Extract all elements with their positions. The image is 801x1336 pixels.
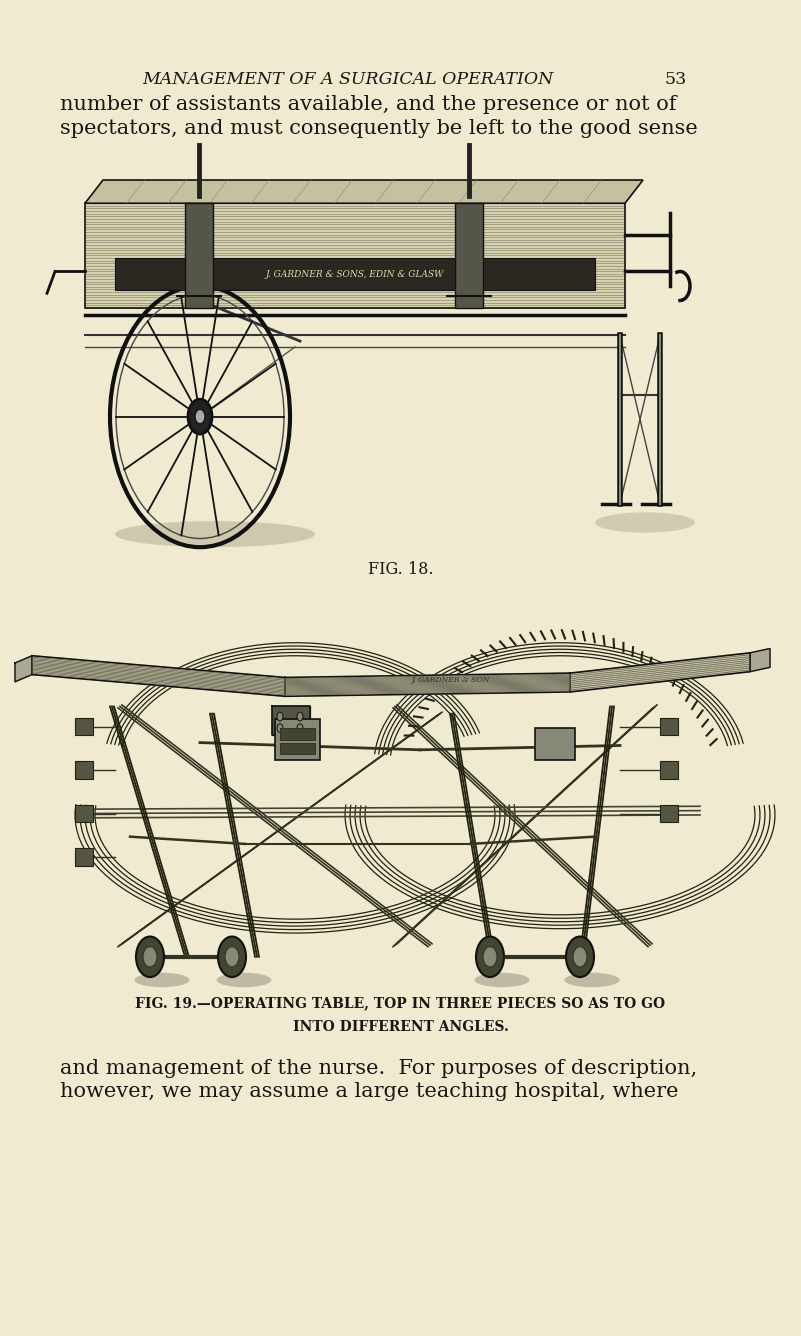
Bar <box>660 717 678 735</box>
Text: FIG. 19.—OPERATING TABLE, TOP IN THREE PIECES SO AS TO GO: FIG. 19.—OPERATING TABLE, TOP IN THREE P… <box>135 997 666 1010</box>
Bar <box>455 203 483 307</box>
Circle shape <box>195 409 205 424</box>
Bar <box>75 762 93 779</box>
Circle shape <box>188 399 212 434</box>
Ellipse shape <box>565 973 619 987</box>
Bar <box>280 743 315 754</box>
Circle shape <box>218 937 246 977</box>
Polygon shape <box>570 653 750 692</box>
Bar <box>535 728 575 760</box>
Circle shape <box>566 937 594 977</box>
Text: MANAGEMENT OF A SURGICAL OPERATION: MANAGEMENT OF A SURGICAL OPERATION <box>143 71 554 88</box>
Text: J. GARDNER & SONS, EDIN & GLASW: J. GARDNER & SONS, EDIN & GLASW <box>266 270 445 279</box>
Text: and management of the nurse.  For purposes of description,: and management of the nurse. For purpose… <box>60 1059 697 1078</box>
Bar <box>75 717 93 735</box>
Polygon shape <box>750 648 770 672</box>
Polygon shape <box>285 673 570 696</box>
Text: number of assistants available, and the presence or not of: number of assistants available, and the … <box>60 95 677 114</box>
Ellipse shape <box>135 973 190 987</box>
Bar <box>75 804 93 822</box>
Polygon shape <box>85 180 643 203</box>
Text: FIG. 18.: FIG. 18. <box>368 561 433 578</box>
Bar <box>75 848 93 866</box>
Ellipse shape <box>474 973 529 987</box>
Bar <box>660 762 678 779</box>
Text: INTO DIFFERENT ANGLES.: INTO DIFFERENT ANGLES. <box>292 1021 509 1034</box>
Circle shape <box>143 947 157 967</box>
Circle shape <box>297 712 303 721</box>
Circle shape <box>297 724 303 732</box>
Circle shape <box>277 712 283 721</box>
Bar <box>275 719 320 760</box>
Ellipse shape <box>216 973 272 987</box>
Bar <box>660 804 678 822</box>
Polygon shape <box>15 656 32 681</box>
Text: however, we may assume a large teaching hospital, where: however, we may assume a large teaching … <box>60 1082 678 1101</box>
Ellipse shape <box>595 512 695 533</box>
Bar <box>280 728 315 740</box>
Ellipse shape <box>115 521 315 548</box>
Circle shape <box>483 947 497 967</box>
Circle shape <box>277 724 283 732</box>
Circle shape <box>573 947 587 967</box>
Text: 53: 53 <box>665 71 687 88</box>
Polygon shape <box>272 707 310 735</box>
Bar <box>85 203 625 307</box>
Polygon shape <box>32 656 285 696</box>
Text: J. GARDNER & SON: J. GARDNER & SON <box>411 676 489 684</box>
Circle shape <box>136 937 164 977</box>
Bar <box>115 258 595 290</box>
Circle shape <box>476 937 504 977</box>
Text: spectators, and must consequently be left to the good sense: spectators, and must consequently be lef… <box>60 119 698 138</box>
Bar <box>85 203 625 307</box>
Bar <box>185 203 213 307</box>
Circle shape <box>225 947 239 967</box>
